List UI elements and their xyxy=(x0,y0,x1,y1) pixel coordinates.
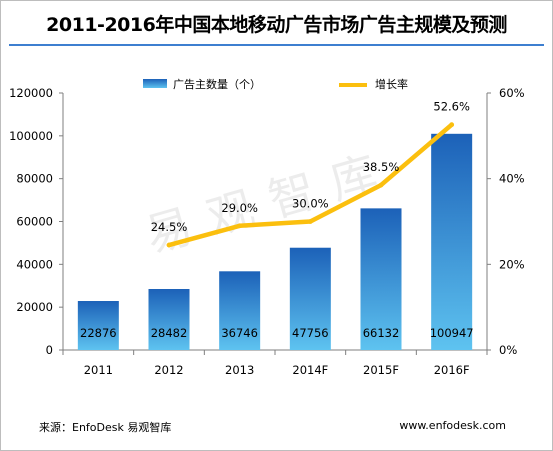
y-left-tick-label: 60000 xyxy=(16,215,53,229)
growth-rate-label: 30.0% xyxy=(292,197,329,211)
bar-value-label: 28482 xyxy=(151,326,188,340)
y-left-tick-label: 120000 xyxy=(9,86,53,100)
growth-rate-line xyxy=(166,122,454,248)
y-left-tick-label: 0 xyxy=(46,343,53,357)
legend-label-line: 增长率 xyxy=(375,77,408,91)
legend-swatch-bar xyxy=(143,79,167,88)
y-left-tick-label: 20000 xyxy=(16,300,53,314)
bar xyxy=(360,208,402,350)
y-left-tick-label: 80000 xyxy=(16,172,53,186)
bar-value-label: 66132 xyxy=(363,326,400,340)
growth-rate-label: 38.5% xyxy=(363,160,400,174)
growth-rate-label: 29.0% xyxy=(221,201,258,215)
legend-label-bar: 广告主数量（个） xyxy=(173,78,261,91)
title-underline xyxy=(9,44,544,46)
bar xyxy=(77,301,119,350)
growth-rate-point xyxy=(166,242,172,248)
bar-value-label: 100947 xyxy=(430,326,474,340)
bar xyxy=(219,271,261,350)
x-tick-label: 2015F xyxy=(363,363,399,377)
y-right-tick-label: 0% xyxy=(499,343,517,357)
y-left-tick-label: 40000 xyxy=(16,257,53,271)
y-right-tick-label: 40% xyxy=(499,172,525,186)
y-right-tick-label: 60% xyxy=(499,86,525,100)
bar-value-label: 36746 xyxy=(221,326,258,340)
x-tick-label: 2016F xyxy=(434,363,470,377)
bar-value-label: 22876 xyxy=(80,326,117,340)
growth-rate-label: 24.5% xyxy=(151,220,188,234)
x-tick-label: 2013 xyxy=(225,363,254,377)
growth-rate-point xyxy=(449,122,455,128)
y-right-tick-label: 20% xyxy=(499,257,525,271)
x-tick-label: 2012 xyxy=(154,363,183,377)
growth-rate-label: 52.6% xyxy=(433,100,470,114)
growth-rate-point xyxy=(378,182,384,188)
chart-title: 2011-2016年中国本地移动广告市场广告主规模及预测 xyxy=(46,14,507,36)
y-left-tick-label: 100000 xyxy=(9,129,53,143)
bar xyxy=(431,133,473,350)
x-tick-label: 2011 xyxy=(84,363,113,377)
bar xyxy=(289,247,331,350)
source-note: 来源：EnfoDesk 易观智库 xyxy=(39,421,172,434)
growth-rate-point xyxy=(237,223,243,229)
bar-value-label: 47756 xyxy=(292,326,329,340)
site-url: www.enfodesk.com xyxy=(399,419,506,432)
growth-rate-point xyxy=(307,219,313,224)
bar xyxy=(148,289,190,350)
x-tick-label: 2014F xyxy=(292,363,328,377)
